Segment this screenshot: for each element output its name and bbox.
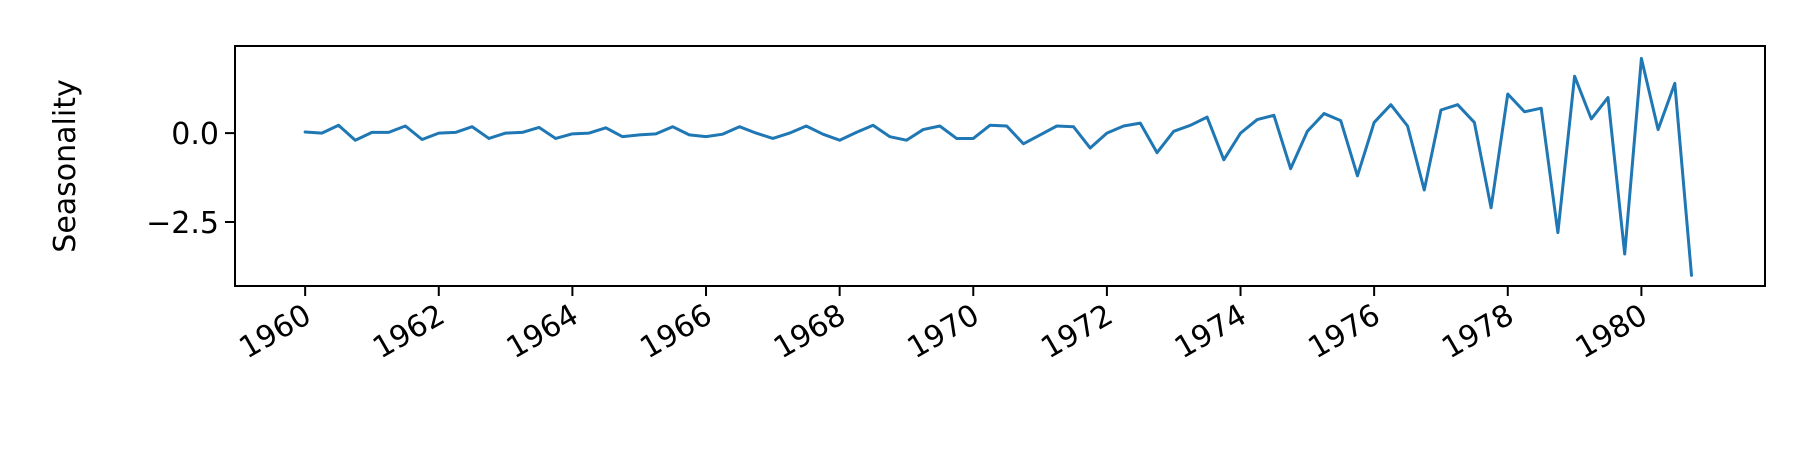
y-tick-label: −2.5 (146, 206, 219, 241)
plot-frame (234, 45, 1766, 287)
y-axis-title: Seasonality (48, 79, 83, 252)
y-axis: 0.0 −2.5 (146, 117, 235, 241)
y-tick-label: 0.0 (171, 117, 219, 152)
series-line-0 (303, 56, 1694, 277)
plot-layer (303, 56, 1694, 277)
